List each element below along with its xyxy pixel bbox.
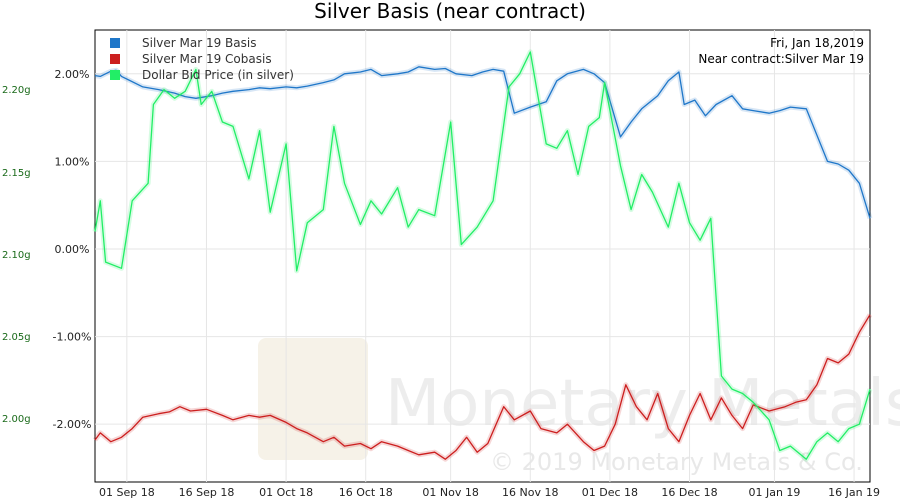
y-left-tick-label: 2.20g <box>2 85 31 96</box>
grid <box>95 30 870 482</box>
series-layer <box>92 49 873 462</box>
chart-title: Silver Basis (near contract) <box>314 0 586 23</box>
y-left-tick-label: 2.05g <box>2 332 31 343</box>
watermark-logo <box>258 338 368 460</box>
y-axis-ticks: 2.00% 1.00% 0.00% -1.00% -2.00% 2.20g 2.15g 2.1… <box>2 68 91 431</box>
x-tick-label: 01 Sep 18 <box>99 486 155 499</box>
x-tick-label: 01 Oct 18 <box>259 486 313 499</box>
series-line-0 <box>94 66 871 219</box>
x-tick-label: 01 Jan 19 <box>748 486 800 499</box>
watermark: Monetary Metals © 2019 Monetary Metals &… <box>258 338 900 476</box>
y-right-tick-label: -1.00% <box>53 331 92 344</box>
info-date: Fri, Jan 18,2019 <box>770 36 864 50</box>
x-tick-label: 16 Oct 18 <box>339 486 393 499</box>
y-right-tick-label: -2.00% <box>53 418 92 431</box>
y-right-tick-label: 1.00% <box>55 155 90 168</box>
x-tick-label: 16 Dec 18 <box>661 486 717 499</box>
x-tick-label: 16 Nov 18 <box>502 486 558 499</box>
legend-swatch-dollar <box>110 70 120 80</box>
x-tick-label: 16 Jan 19 <box>828 486 880 499</box>
legend-swatch-basis <box>110 38 120 48</box>
series-line-2 <box>94 51 871 460</box>
watermark-text: Monetary Metals <box>385 367 900 441</box>
x-tick-label: 01 Dec 18 <box>582 486 638 499</box>
x-axis-ticks: 01 Sep 18 16 Sep 18 01 Oct 18 16 Oct 18 01 N… <box>99 486 880 499</box>
y-right-tick-label: 2.00% <box>55 68 90 81</box>
info-contract: Near contract:Silver Mar 19 <box>698 52 864 66</box>
y-left-tick-label: 2.15g <box>2 168 31 179</box>
legend-swatch-cobasis <box>110 54 120 64</box>
y-right-tick-label: 0.00% <box>55 243 90 256</box>
legend: Silver Mar 19 Basis Silver Mar 19 Cobasi… <box>110 36 294 82</box>
legend-label-cobasis: Silver Mar 19 Cobasis <box>142 52 272 66</box>
copyright-text: © 2019 Monetary Metals & Co. <box>490 448 863 476</box>
series-line-1 <box>94 314 871 460</box>
plot-frame <box>94 29 871 483</box>
x-tick-label: 16 Sep 18 <box>179 486 235 499</box>
legend-label-basis: Silver Mar 19 Basis <box>142 36 256 50</box>
y-left-tick-label: 2.00g <box>2 414 31 425</box>
legend-label-dollar: Dollar Bid Price (in silver) <box>142 68 294 82</box>
y-left-tick-label: 2.10g <box>2 250 31 261</box>
x-tick-label: 01 Nov 18 <box>422 486 478 499</box>
